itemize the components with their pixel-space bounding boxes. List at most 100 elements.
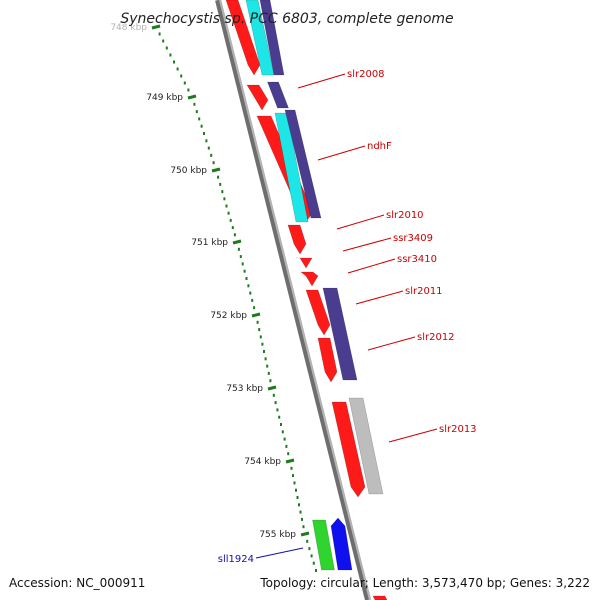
- gene-label-ssr3410[interactable]: ssr3410: [397, 254, 437, 265]
- kbp-tick-label: 752 kbp: [210, 311, 247, 321]
- ruler-minor-tick: [198, 117, 201, 121]
- gene-feature-bar: [312, 519, 335, 571]
- gene-feature-bar: [348, 397, 384, 495]
- genome-backbone: [215, 0, 371, 600]
- ruler-minor-tick: [219, 182, 222, 186]
- ruler-major-tick: [285, 458, 295, 464]
- ruler-minor-tick: [162, 39, 165, 43]
- ruler-minor-tick: [264, 357, 267, 361]
- ruler-major-tick: [187, 94, 197, 100]
- gene-feature-bar: [274, 112, 309, 223]
- ruler-minor-tick: [173, 60, 175, 64]
- kbp-tick-label: 755 kbp: [259, 530, 296, 540]
- ruler-minor-tick: [285, 444, 288, 448]
- ruler-minor-tick: [256, 320, 259, 324]
- kbp-tick-label: 748 kbp: [110, 23, 147, 33]
- kbp-tick-label: 749 kbp: [146, 93, 183, 103]
- ruler-minor-tick: [259, 335, 262, 339]
- ruler-major-tick: [267, 385, 277, 391]
- ruler-minor-tick: [165, 46, 168, 50]
- ruler-minor-tick: [293, 481, 296, 485]
- gene-labels: slr2008 ndhF slr2010 ssr3409 ssr3410 slr2011 s…: [218, 69, 477, 565]
- gene-label-slr2008[interactable]: slr2008: [347, 69, 385, 80]
- ruler-minor-tick: [261, 342, 264, 346]
- ruler-minor-tick: [203, 132, 205, 135]
- gene-label-slr2010[interactable]: slr2010: [386, 210, 424, 221]
- ruler-minor-tick: [301, 517, 303, 521]
- gene-label-leader: [317, 145, 366, 161]
- ruler-minor-tick: [263, 350, 265, 353]
- gene-feature-arrow: [287, 224, 307, 255]
- ruler-minor-tick: [223, 197, 226, 201]
- ruler-minor-tick: [169, 53, 172, 57]
- ruler-minor-tick: [253, 306, 256, 310]
- backbone-line: [215, 0, 371, 600]
- ruler-minor-tick: [266, 364, 269, 368]
- ruler-minor-tick: [239, 255, 242, 259]
- ruler-major-tick: [211, 167, 221, 173]
- gene-label-leader: [255, 547, 304, 559]
- ruler-minor-tick: [292, 474, 294, 478]
- ruler-minor-tick: [205, 139, 208, 143]
- ruler-major-tick: [251, 312, 261, 318]
- ruler-minor-tick: [315, 569, 317, 572]
- ruler-major-tick: [232, 239, 242, 245]
- ruler-minor-tick: [247, 284, 250, 288]
- ruler-minor-tick: [207, 146, 210, 150]
- ruler-minor-tick: [176, 67, 179, 71]
- ruler-minor-tick: [200, 124, 203, 128]
- kbp-tick-label: 751 kbp: [191, 238, 228, 248]
- ruler-minor-tick: [267, 371, 270, 375]
- ruler-minor-tick: [310, 554, 313, 558]
- gene-label-slr2012[interactable]: slr2012: [417, 332, 455, 343]
- gene-label-leader: [347, 258, 396, 274]
- ruler-minor-tick: [183, 81, 186, 85]
- kbp-tick-label: 750 kbp: [170, 166, 207, 176]
- gene-feature-arrow: [225, 0, 261, 76]
- gene-feature-arrow: [331, 401, 366, 498]
- ruler-minor-tick: [274, 401, 277, 405]
- ruler-minor-tick: [295, 488, 297, 492]
- gene-feature-arrow: [296, 257, 313, 269]
- gene-label-ndhf[interactable]: ndhF: [367, 141, 392, 152]
- gene-label-leader: [336, 214, 385, 230]
- gene-feature-bar: [267, 81, 289, 109]
- ruler-minor-tick: [221, 190, 224, 194]
- gene-label-ssr3409[interactable]: ssr3409: [393, 233, 433, 244]
- ruler-major-tick: [300, 531, 310, 537]
- ruler-minor-tick: [287, 452, 290, 456]
- gene-label-leader: [367, 336, 416, 351]
- gene-feature-bar: [322, 287, 358, 381]
- ruler-minor-tick: [283, 437, 286, 441]
- ruler-minor-tick: [227, 211, 230, 215]
- ruler-minor-tick: [290, 466, 293, 470]
- gene-label-leaders: [255, 73, 438, 559]
- gene-label-slr2013[interactable]: slr2013: [439, 424, 477, 435]
- gene-label-leader: [297, 73, 346, 89]
- ruler-minor-tick: [195, 110, 198, 114]
- ruler-minor-tick: [229, 218, 232, 222]
- ruler-minor-tick: [212, 161, 215, 165]
- kbp-tick-label: 754 kbp: [244, 457, 281, 467]
- ruler-minor-tick: [193, 102, 196, 106]
- gene-feature-arrow: [317, 337, 338, 383]
- ruler-minor-tick: [243, 269, 246, 273]
- gene-label-slr2011[interactable]: slr2011: [405, 286, 443, 297]
- gene-feature-arrow: [246, 84, 269, 111]
- gene-features: [225, 0, 388, 600]
- ruler-minor-tick: [241, 262, 244, 266]
- gene-label-sll1924[interactable]: sll1924: [218, 554, 254, 565]
- ruler-minor-tick: [187, 88, 190, 92]
- gene-label-leader: [355, 290, 404, 305]
- ruler-minor-tick: [299, 510, 302, 514]
- ruler-minor-tick: [217, 175, 220, 179]
- kbp-ruler: 748 kbp 749 kbp 750 kbp 751 kbp 752 kbp 753 k…: [110, 23, 317, 572]
- ruler-minor-tick: [312, 561, 315, 565]
- map-title: Synechocystis sp. PCC 6803, complete gen…: [120, 11, 453, 27]
- ruler-minor-tick: [237, 247, 240, 251]
- ruler-minor-tick: [231, 226, 234, 230]
- ruler-minor-tick: [308, 547, 311, 551]
- ruler-minor-tick: [245, 277, 248, 280]
- ruler-minor-tick: [210, 153, 213, 157]
